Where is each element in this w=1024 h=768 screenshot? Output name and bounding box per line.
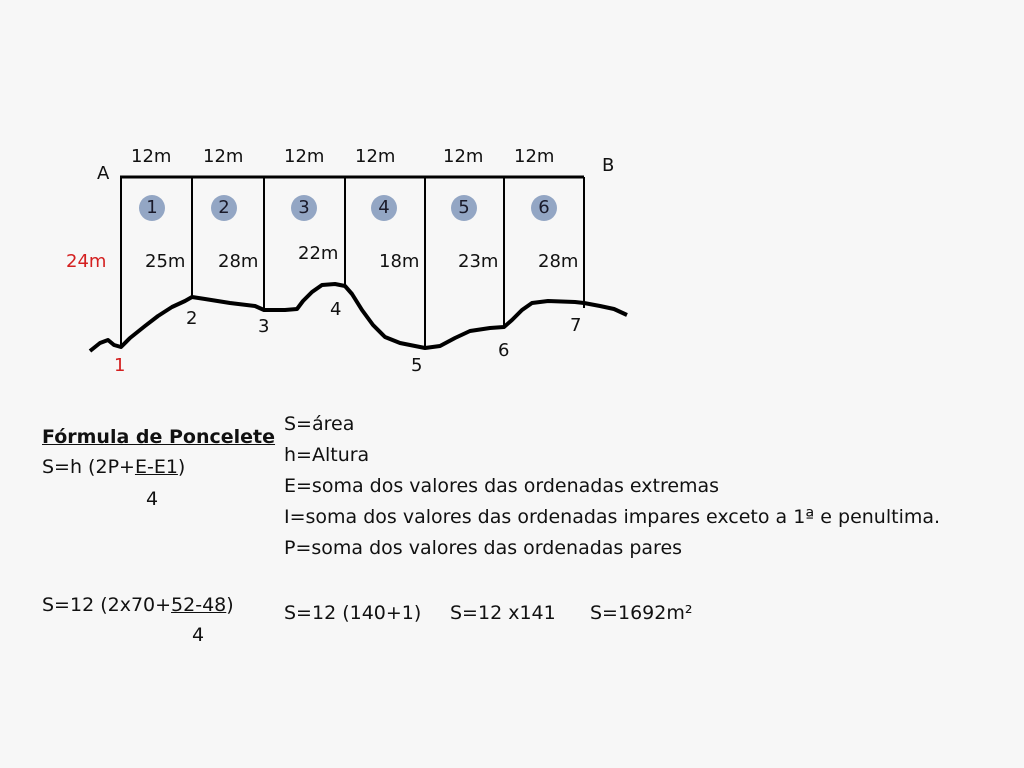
section-badge-1: 1 bbox=[139, 195, 165, 221]
legend-item: S=área bbox=[284, 413, 355, 435]
calculation-step-2: S=12 x141 bbox=[450, 602, 556, 624]
formula-denominator: 4 bbox=[146, 488, 159, 510]
legend-item: I=soma dos valores das ordenadas impares… bbox=[284, 506, 941, 528]
point-label-5: 5 bbox=[411, 355, 423, 376]
spacing-label: 12m bbox=[203, 146, 244, 167]
spacing-label: 12m bbox=[443, 146, 484, 167]
spacing-label: 12m bbox=[131, 146, 172, 167]
spacing-label: 12m bbox=[284, 146, 325, 167]
point-label-3: 3 bbox=[258, 316, 270, 337]
spacing-label: 12m bbox=[514, 146, 555, 167]
ordinate-label-5: 18m bbox=[379, 251, 420, 272]
section-badge-2: 2 bbox=[211, 195, 237, 221]
corner-label-b: B bbox=[602, 155, 615, 176]
point-label-6: 6 bbox=[498, 340, 510, 361]
point-label-4: 4 bbox=[330, 299, 342, 320]
spacing-label: 12m bbox=[355, 146, 396, 167]
ordinate-label-4: 22m bbox=[298, 243, 339, 264]
section-badge-3: 3 bbox=[291, 195, 317, 221]
terrain-profile bbox=[88, 282, 628, 353]
calculation-step-1: S=12 (140+1) bbox=[284, 602, 422, 624]
ordinate-label-3: 28m bbox=[218, 251, 259, 272]
calculation-expression: S=12 (2x70+52-48) bbox=[42, 594, 234, 616]
legend-item: h=Altura bbox=[284, 444, 370, 466]
legend-item: E=soma dos valores das ordenadas extrema… bbox=[284, 475, 720, 497]
formula-expression: S=h (2P+E-E1) bbox=[42, 456, 186, 478]
ordinate-label-2: 25m bbox=[145, 251, 186, 272]
ordinate-label-6: 23m bbox=[458, 251, 499, 272]
calculation-result: S=1692m² bbox=[590, 602, 693, 624]
calculation-denominator: 4 bbox=[192, 624, 205, 646]
point-label-2: 2 bbox=[186, 308, 198, 329]
ordinate-label-1: 24m bbox=[66, 251, 107, 272]
section-badge-5: 5 bbox=[451, 195, 477, 221]
legend-item: P=soma dos valores das ordenadas pares bbox=[284, 537, 683, 559]
legend-list: S=área h=Altura E=soma dos valores das o… bbox=[284, 409, 940, 564]
point-label-7: 7 bbox=[570, 315, 582, 336]
section-badge-6: 6 bbox=[531, 195, 557, 221]
ordinate-label-7: 28m bbox=[538, 251, 579, 272]
corner-label-a: A bbox=[97, 163, 110, 184]
formula-title: Fórmula de Poncelete bbox=[42, 426, 276, 448]
point-label-1: 1 bbox=[114, 355, 126, 376]
section-badge-4: 4 bbox=[371, 195, 397, 221]
